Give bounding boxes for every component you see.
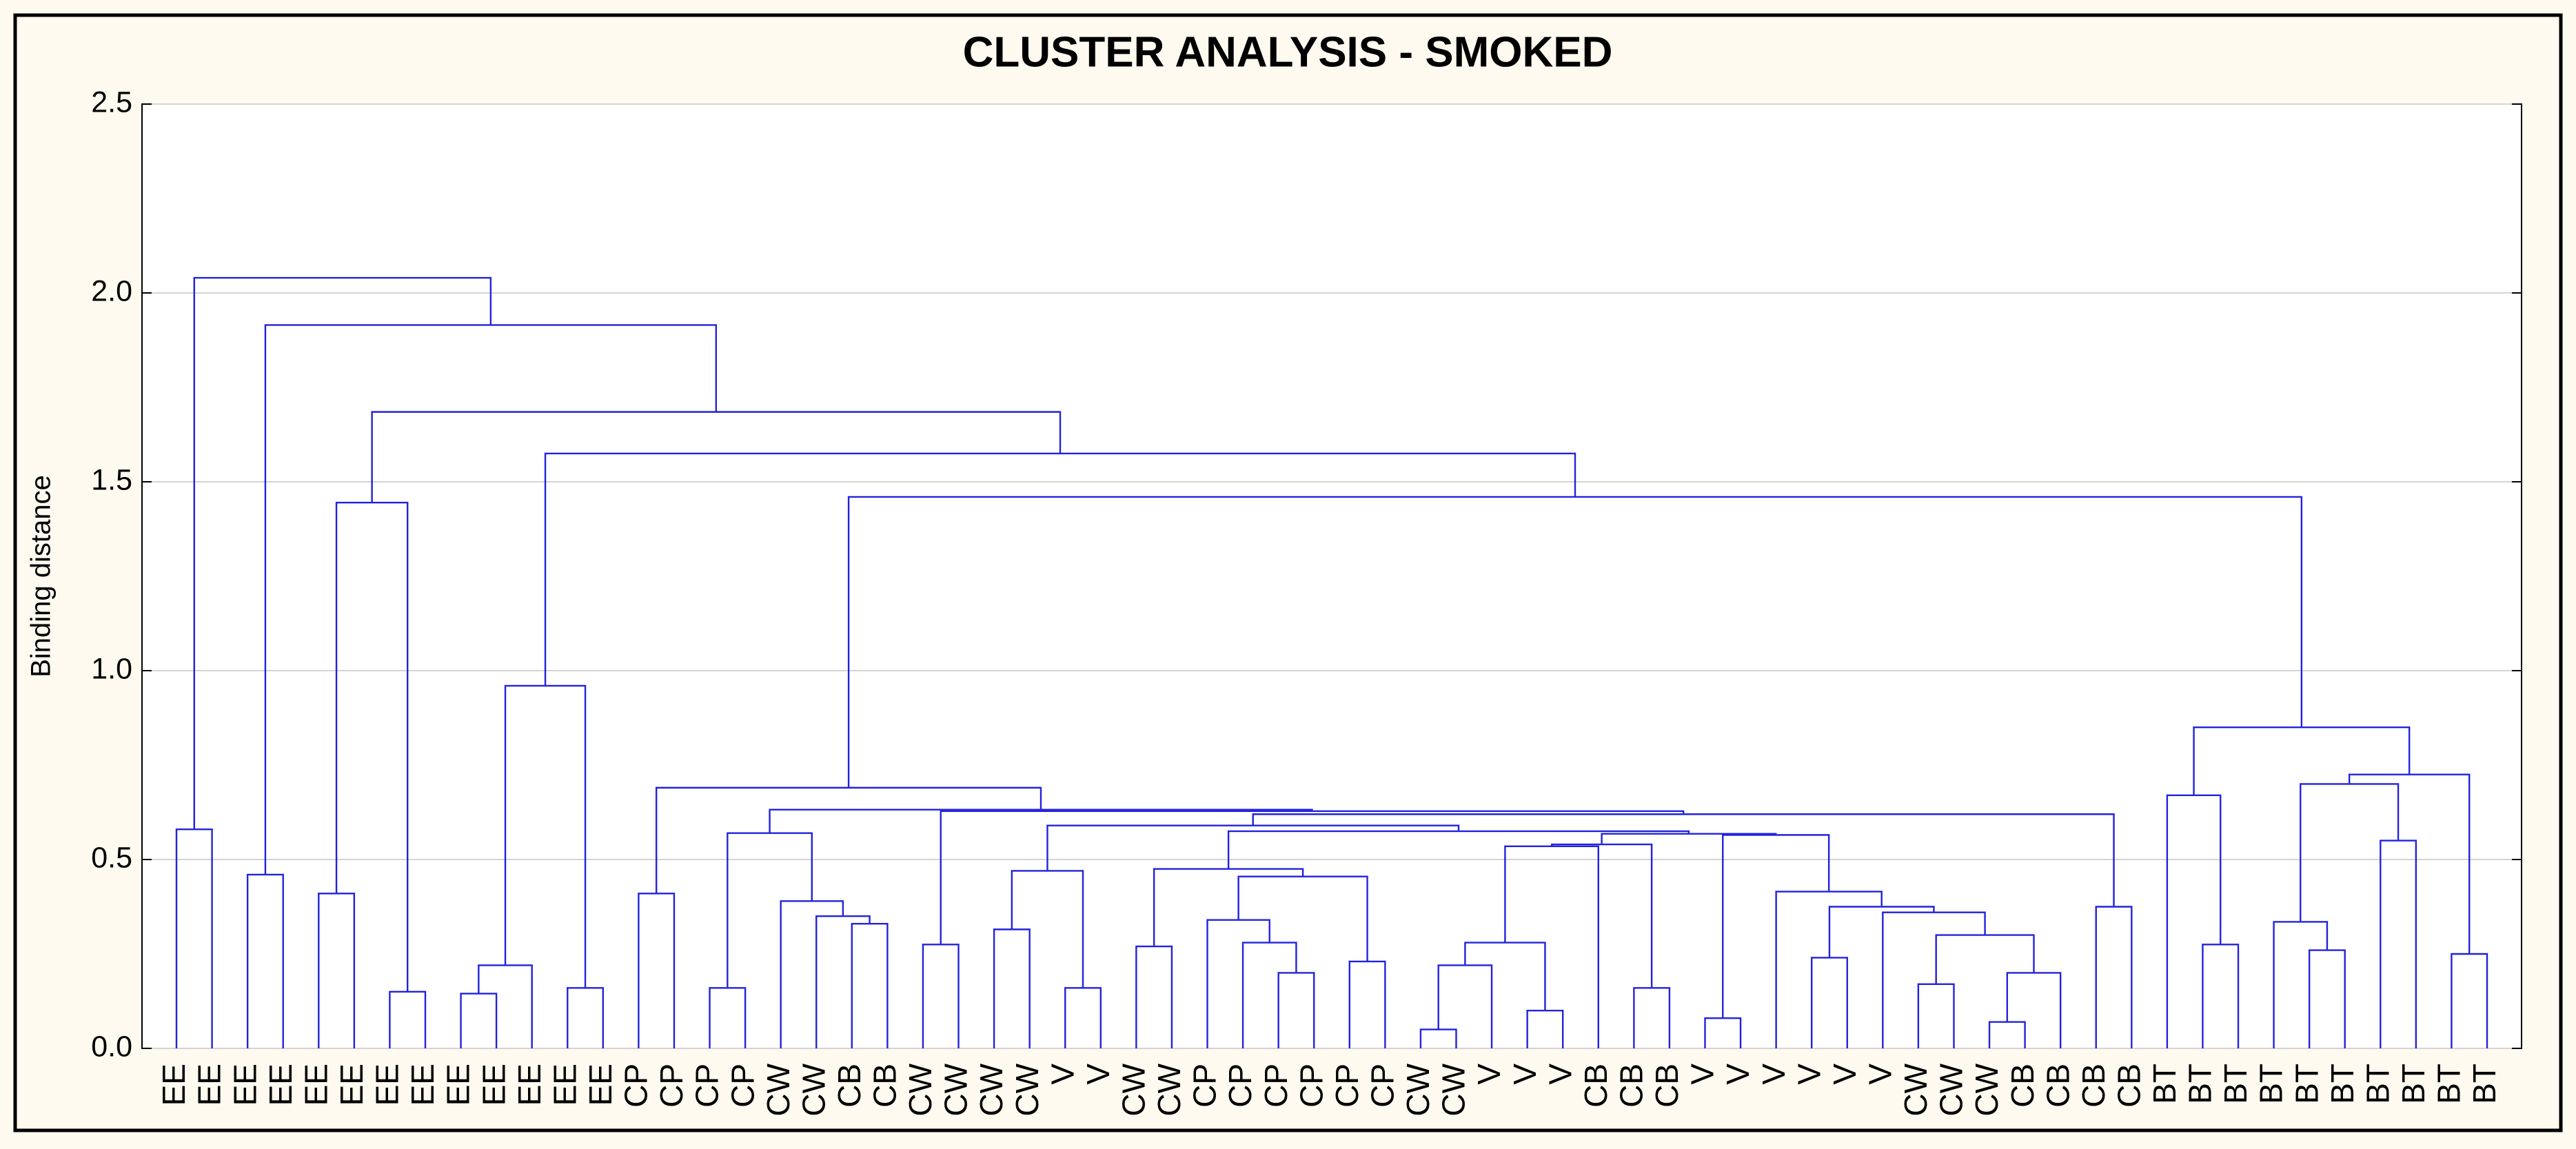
leaf-label: BT — [2218, 1064, 2253, 1104]
y-tick-label: 1.5 — [91, 463, 132, 496]
y-tick-label: 2.5 — [91, 85, 132, 119]
leaf-label: BT — [2466, 1064, 2502, 1104]
leaf-label: V — [1756, 1064, 1792, 1085]
leaf-label: BT — [2360, 1064, 2395, 1104]
leaf-label: CP — [1258, 1064, 1294, 1108]
leaf-label: CP — [653, 1064, 689, 1108]
leaf-label: CP — [689, 1064, 725, 1108]
link — [193, 276, 492, 830]
y-tick-label: 0.0 — [91, 1030, 132, 1063]
leaf-label: V — [1542, 1064, 1578, 1085]
leaf-label: CW — [1934, 1063, 1969, 1116]
leaf-label: CB — [2005, 1064, 2040, 1108]
leaf-label: CP — [1329, 1064, 1365, 1108]
leaf-label: EE — [582, 1064, 618, 1106]
leaf-label: EE — [405, 1064, 440, 1106]
leaf-label: V — [1471, 1064, 1507, 1085]
leaf-label: V — [1507, 1064, 1543, 1085]
leaf-label: CW — [1436, 1063, 1472, 1116]
leaf-label: EE — [334, 1064, 369, 1106]
leaf-label: EE — [227, 1064, 263, 1106]
leaf-label: EE — [476, 1064, 511, 1106]
leaf-label: BT — [2182, 1064, 2218, 1104]
leaf-label: BT — [2289, 1064, 2324, 1104]
leaf-label: CW — [1116, 1063, 1152, 1116]
leaf-label: CW — [938, 1063, 974, 1116]
leaf-label: CB — [2111, 1064, 2147, 1108]
leaf-label: CW — [1151, 1063, 1187, 1116]
leaf-label: BT — [2431, 1064, 2467, 1104]
leaf-label: V — [1791, 1064, 1827, 1085]
leaf-label: EE — [511, 1064, 547, 1106]
leaf-label: CB — [1578, 1064, 1614, 1108]
leaf-label: CB — [2040, 1064, 2076, 1108]
leaf-label: CP — [1365, 1064, 1401, 1108]
leaf-label: CW — [1009, 1063, 1045, 1116]
leaf-label: CW — [1400, 1063, 1436, 1116]
leaf-label: CW — [795, 1063, 831, 1116]
leaf-label: EE — [298, 1064, 334, 1106]
leaf-label: V — [1685, 1064, 1721, 1085]
y-tick-label: 0.5 — [91, 841, 132, 874]
leaf-label: CB — [831, 1064, 867, 1108]
leaf-label: CP — [1293, 1064, 1329, 1108]
leaf-label: BT — [2324, 1064, 2360, 1104]
leaf-label: EE — [192, 1064, 227, 1106]
leaf-label: CB — [1613, 1064, 1649, 1108]
leaf-label: CB — [867, 1064, 903, 1108]
leaf-label: CP — [724, 1064, 760, 1108]
leaf-label: V — [1720, 1064, 1756, 1085]
leaf-label: BT — [2253, 1064, 2289, 1104]
leaf-label: CW — [973, 1063, 1009, 1116]
leaf-label: CW — [902, 1063, 938, 1116]
leaf-label: CW — [1969, 1063, 2005, 1116]
leaf-label: EE — [263, 1064, 298, 1106]
leaf-label: CB — [1649, 1064, 1685, 1108]
plot-area — [141, 103, 2522, 1049]
leaf-label: EE — [369, 1064, 405, 1106]
leaf-label: CB — [2076, 1064, 2111, 1108]
leaf-label: V — [1080, 1064, 1116, 1085]
link — [1601, 833, 1777, 845]
link — [940, 810, 1685, 945]
leaf-label: EE — [440, 1064, 476, 1106]
leaf-label: V — [1827, 1064, 1863, 1085]
leaf-label: CW — [760, 1063, 796, 1116]
y-axis-label: Binding distance — [26, 475, 57, 678]
leaf-label: CP — [1222, 1064, 1258, 1108]
leaf-label: CP — [618, 1064, 654, 1108]
leaf-label: BT — [2395, 1064, 2431, 1104]
leaf-label: CW — [1898, 1063, 1934, 1116]
leaf-label: EE — [156, 1064, 192, 1106]
leaf-label: EE — [547, 1064, 582, 1106]
leaf-label: CP — [1187, 1064, 1223, 1108]
leaf-label: V — [1862, 1064, 1898, 1085]
y-tick-label: 2.0 — [91, 274, 132, 307]
leaf-label: BT — [2147, 1064, 2182, 1104]
chart-title: CLUSTER ANALYSIS - SMOKED — [963, 28, 1613, 76]
y-tick-label: 1.0 — [91, 652, 132, 685]
leaf-label: V — [1044, 1064, 1080, 1085]
